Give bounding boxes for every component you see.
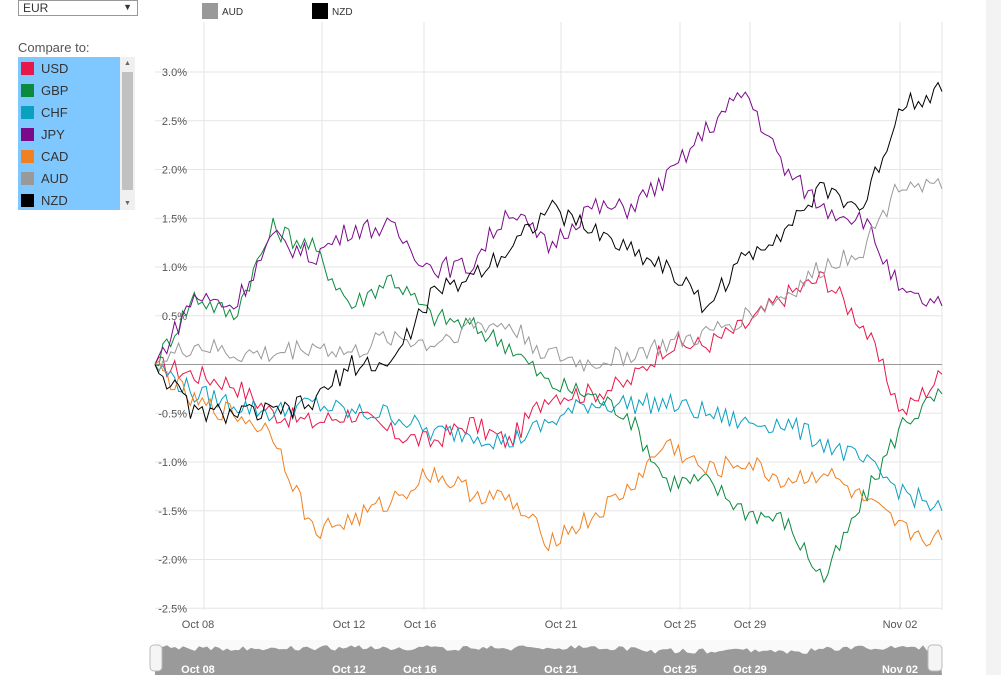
currency-item-usd[interactable]: USD bbox=[18, 57, 135, 79]
y-tick-label: 2.0% bbox=[162, 165, 187, 177]
currency-swatch bbox=[21, 83, 34, 97]
navigator-tick-label: Oct 12 bbox=[332, 664, 366, 675]
navigator-tick-label: Nov 02 bbox=[882, 664, 918, 675]
legend-swatch-nzd[interactable] bbox=[312, 3, 328, 19]
y-tick-label: -1.0% bbox=[158, 457, 187, 469]
legend-label-aud[interactable]: AUD bbox=[222, 7, 243, 18]
navigator-tick-label: Oct 29 bbox=[733, 664, 767, 675]
navigator-tick-label: Oct 08 bbox=[181, 664, 215, 675]
x-tick-label: Oct 25 bbox=[664, 619, 696, 631]
currency-swatch bbox=[21, 127, 34, 141]
base-currency-select[interactable]: EUR ▼ bbox=[18, 0, 138, 16]
currency-item-gbp[interactable]: GBP bbox=[18, 79, 135, 101]
y-tick-label: -1.5% bbox=[158, 506, 187, 518]
scroll-up-icon[interactable]: ▲ bbox=[124, 60, 131, 67]
y-tick-label: -2.5% bbox=[158, 603, 187, 615]
currency-code: USD bbox=[41, 60, 69, 76]
currency-item-jpy[interactable]: JPY bbox=[18, 123, 135, 145]
x-tick-label: Nov 02 bbox=[883, 619, 918, 631]
series-line-usd bbox=[154, 270, 943, 450]
y-tick-label: 2.5% bbox=[162, 116, 187, 128]
y-tick-label: -0.5% bbox=[158, 408, 187, 420]
x-tick-label: Oct 12 bbox=[333, 619, 365, 631]
compare-currency-list[interactable]: USD GBP CHF JPY CAD AUD NZD ▲ ▼ bbox=[18, 57, 135, 210]
series-line-gbp bbox=[154, 217, 943, 584]
navigator-tick-label: Oct 16 bbox=[403, 664, 437, 675]
currency-item-cad[interactable]: CAD bbox=[18, 145, 135, 167]
currency-swatch bbox=[21, 105, 34, 119]
currency-swatch bbox=[21, 171, 34, 185]
currency-item-chf[interactable]: CHF bbox=[18, 101, 135, 123]
navigator-handle-right[interactable] bbox=[927, 644, 943, 672]
currency-swatch bbox=[21, 193, 34, 207]
page-scrollbar[interactable] bbox=[986, 0, 1001, 675]
series-line-aud bbox=[154, 177, 943, 374]
scroll-thumb[interactable] bbox=[122, 72, 133, 190]
currency-swatch bbox=[21, 149, 34, 163]
currency-item-aud[interactable]: AUD bbox=[18, 167, 135, 189]
navigator-handle-left[interactable] bbox=[149, 644, 163, 672]
currency-swatch bbox=[21, 61, 34, 75]
chevron-down-icon: ▼ bbox=[123, 2, 132, 12]
series-line-jpy bbox=[154, 91, 943, 365]
list-scrollbar[interactable]: ▲ ▼ bbox=[120, 57, 135, 210]
navigator-area bbox=[155, 645, 942, 675]
scroll-down-icon[interactable]: ▼ bbox=[124, 200, 131, 207]
currency-item-nzd[interactable]: NZD bbox=[18, 189, 135, 211]
navigator-tick-label: Oct 21 bbox=[544, 664, 578, 675]
currency-code: NZD bbox=[41, 192, 68, 208]
series-line-cad bbox=[154, 360, 943, 552]
currency-code: CHF bbox=[41, 104, 68, 120]
x-tick-label: Oct 21 bbox=[545, 619, 577, 631]
series-line-nzd bbox=[154, 81, 943, 425]
currency-code: AUD bbox=[41, 170, 69, 186]
y-tick-label: -2.0% bbox=[158, 555, 187, 567]
currency-code: JPY bbox=[41, 126, 65, 142]
navigator-tick-label: Oct 25 bbox=[663, 664, 697, 675]
y-tick-label: 1.5% bbox=[162, 213, 187, 225]
currency-code: GBP bbox=[41, 82, 69, 98]
base-currency-value: EUR bbox=[23, 1, 49, 15]
y-tick-label: 1.0% bbox=[162, 262, 187, 274]
x-tick-label: Oct 16 bbox=[404, 619, 436, 631]
compare-label: Compare to: bbox=[18, 40, 90, 55]
y-tick-label: 3.0% bbox=[162, 67, 187, 79]
legend-label-nzd[interactable]: NZD bbox=[332, 7, 353, 18]
series-line-chf bbox=[154, 364, 943, 512]
y-tick-label: 0.5% bbox=[162, 311, 187, 323]
x-tick-label: Oct 08 bbox=[182, 619, 214, 631]
legend-swatch-aud[interactable] bbox=[202, 3, 218, 19]
x-tick-label: Oct 29 bbox=[734, 619, 766, 631]
currency-code: CAD bbox=[41, 148, 69, 164]
